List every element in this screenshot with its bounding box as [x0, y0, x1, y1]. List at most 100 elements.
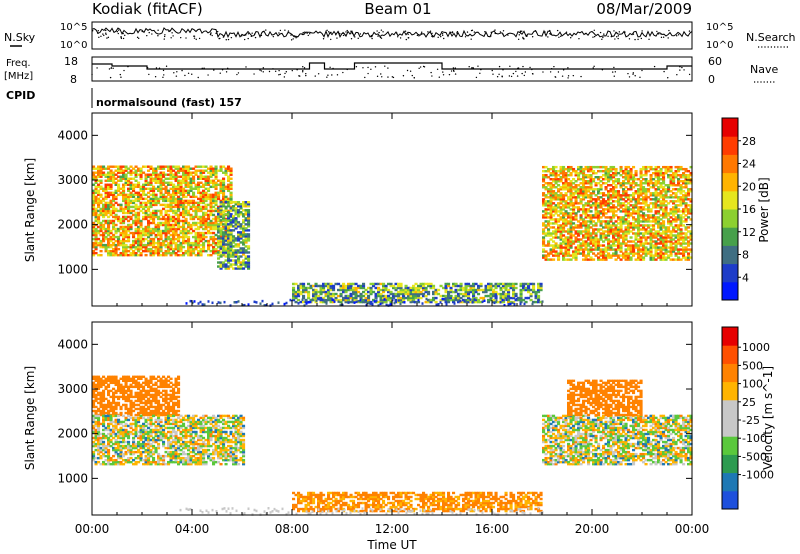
- heatmap-cell: [624, 232, 628, 235]
- heatmap-cell: [607, 194, 611, 197]
- nave-dot: [387, 67, 389, 69]
- nave-dot: [628, 76, 631, 78]
- heatmap-cell: [319, 292, 323, 296]
- heatmap-cell: [582, 212, 586, 215]
- nave-dot: [108, 68, 111, 70]
- heatmap-cell: [359, 286, 363, 290]
- heatmap-cell: [209, 171, 213, 174]
- heatmap-cell: [544, 204, 548, 207]
- heatmap-cell: [174, 247, 178, 251]
- heatmap-cell: [317, 290, 321, 294]
- noise-search-dot: [215, 32, 217, 35]
- heatmap-cell: [169, 223, 173, 227]
- heatmap-cell: [177, 183, 181, 186]
- heatmap-cell: [112, 243, 116, 247]
- heatmap-cell: [99, 175, 103, 178]
- heatmap-cell: [229, 245, 233, 248]
- heatmap-cell: [659, 214, 663, 217]
- heatmap-cell: [122, 231, 126, 235]
- heatmap-cell: [564, 254, 568, 257]
- heatmap-cell: [207, 213, 211, 217]
- heatmap-cell: [364, 300, 368, 304]
- heatmap-cell: [612, 210, 616, 213]
- nave-dot: [531, 72, 534, 75]
- heatmap-cell: [627, 246, 631, 249]
- heatmap-cell: [219, 205, 223, 208]
- heatmap-cell: [584, 228, 588, 231]
- heatmap-cell: [182, 203, 186, 207]
- heatmap-cell: [247, 217, 251, 220]
- heatmap-cell: [209, 165, 213, 168]
- heatmap-cell: [109, 213, 113, 217]
- heatmap-cell: [342, 298, 346, 302]
- heatmap-cell: [554, 173, 558, 177]
- heatmap-cell: [602, 232, 606, 235]
- heatmap-cell: [92, 233, 96, 237]
- heatmap-cell: [224, 201, 228, 204]
- heatmap-cell: [614, 220, 618, 223]
- heatmap-cell: [649, 236, 653, 239]
- heatmap-cell: [444, 286, 448, 290]
- heatmap-cell: [619, 230, 623, 233]
- heatmap-cell: [227, 209, 231, 213]
- nave-dot: [237, 72, 240, 74]
- heatmap-cell: [637, 200, 641, 203]
- heatmap-cell: [614, 206, 618, 209]
- heatmap-cell: [122, 227, 126, 231]
- heatmap-cell: [92, 225, 96, 229]
- nave-dot: [163, 74, 165, 76]
- heatmap-cell: [524, 296, 528, 300]
- heatmap-cell: [617, 236, 621, 239]
- nave-dot: [296, 69, 298, 71]
- noise-search-dot: [105, 32, 107, 34]
- heatmap-cell: [224, 227, 228, 230]
- heatmap-cell: [617, 208, 621, 211]
- heatmap-cell: [562, 184, 566, 187]
- heatmap-cell: [617, 182, 621, 185]
- heatmap-cell: [582, 192, 586, 195]
- heatmap-cell: [619, 220, 623, 223]
- heatmap-cell: [569, 218, 573, 221]
- heatmap-cell: [122, 237, 126, 241]
- heatmap-cell: [169, 247, 173, 251]
- heatmap-cell: [569, 232, 573, 235]
- noise-search-dot: [617, 35, 620, 37]
- heatmap-cell: [392, 286, 396, 290]
- heatmap-cell: [222, 265, 226, 268]
- heatmap-cell: [122, 207, 126, 211]
- noise-search-dot: [272, 35, 275, 38]
- heatmap-cell: [577, 202, 581, 205]
- heatmap-cell: [194, 213, 198, 217]
- nave-dot: [201, 67, 203, 70]
- heatmap-cell: [574, 212, 578, 215]
- heatmap-cell: [547, 200, 551, 203]
- heatmap-cell: [657, 220, 661, 223]
- heatmap-cell: [162, 239, 166, 243]
- nave-dot: [430, 71, 432, 74]
- heatmap-cell: [149, 239, 153, 243]
- noise-search-dot: [222, 36, 225, 38]
- heatmap-cell: [184, 221, 188, 225]
- heatmap-cell: [117, 229, 121, 233]
- heatmap-cell: [579, 216, 583, 219]
- heatmap-cell: [607, 232, 611, 235]
- heatmap-cell: [629, 186, 633, 189]
- heatmap-cell: [209, 207, 213, 211]
- heatmap-cell: [577, 246, 581, 249]
- heatmap-cell: [629, 246, 633, 249]
- heatmap-cell: [677, 182, 681, 185]
- heatmap-cell: [247, 219, 251, 222]
- heatmap-cell: [574, 254, 578, 257]
- heatmap-cell: [674, 246, 678, 249]
- heatmap-cell: [644, 224, 648, 227]
- heatmap-cell: [139, 193, 143, 197]
- heatmap-cell: [562, 242, 566, 245]
- nave-dot: [593, 65, 595, 68]
- heatmap-cell: [332, 294, 336, 298]
- nave-dot: [550, 68, 553, 70]
- heatmap-cell: [562, 167, 566, 171]
- heatmap-cell: [649, 256, 653, 259]
- heatmap-cell: [222, 253, 226, 256]
- nave-dot: [498, 73, 500, 75]
- heatmap-cell: [97, 169, 101, 172]
